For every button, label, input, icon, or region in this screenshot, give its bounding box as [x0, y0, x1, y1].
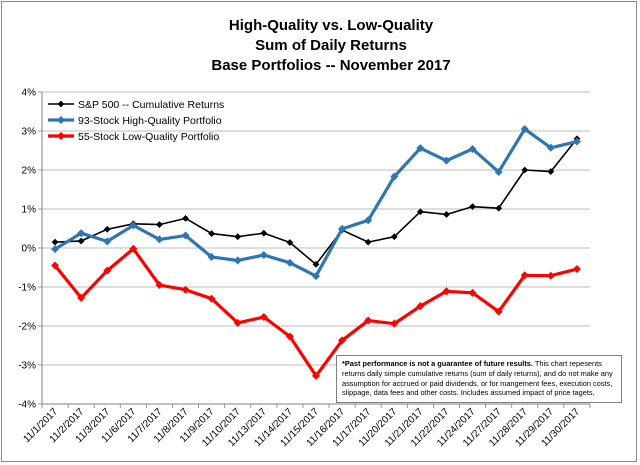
y-tick-label: -2%	[18, 322, 36, 333]
data-point	[390, 233, 398, 241]
legend-marker	[57, 100, 65, 108]
data-point	[51, 261, 60, 270]
y-tick-label: 4%	[22, 88, 37, 99]
data-point	[129, 221, 138, 230]
title-line-3: Base Portfolios -- November 2017	[211, 57, 450, 74]
y-tick-labels: 4% 3% 2% 1% 0% -1% -2% -3% -4%	[18, 88, 36, 411]
data-point	[285, 258, 294, 267]
legend-label: 93-Stock High-Quality Portfolio	[78, 115, 222, 127]
data-point	[155, 235, 164, 244]
data-point	[364, 238, 372, 246]
series-2	[51, 244, 581, 380]
data-point	[233, 318, 242, 327]
data-point	[442, 287, 451, 296]
data-point	[182, 214, 189, 222]
data-point	[390, 319, 399, 328]
title-line-1: High-Quality vs. Low-Quality	[229, 17, 434, 34]
y-tick-label: -4%	[18, 400, 36, 411]
legend-item: S&P 500 -- Cumulative Returns	[48, 99, 224, 111]
data-point	[572, 265, 581, 274]
data-point	[103, 237, 112, 246]
data-point	[390, 172, 399, 181]
data-point	[416, 144, 425, 153]
disclaimer-note: *Past performance is not a guarantee of …	[336, 355, 622, 403]
data-point	[364, 316, 373, 325]
data-point	[312, 260, 320, 268]
data-point	[259, 313, 268, 322]
data-point	[156, 221, 163, 228]
data-point	[338, 336, 347, 345]
disclaimer-text: This chart repesents returns daily simpl…	[342, 359, 613, 398]
data-point	[468, 144, 477, 153]
legend-label: 55-Stock Low-Quality Portfolio	[78, 131, 219, 143]
axes	[38, 91, 591, 408]
data-point	[468, 288, 477, 297]
data-point	[312, 371, 320, 380]
series-line	[54, 127, 578, 278]
title-line-2: Sum of Daily Returns	[255, 37, 407, 54]
data-point	[469, 203, 476, 211]
data-point	[520, 271, 529, 280]
data-point	[285, 332, 294, 341]
legend-marker	[57, 116, 65, 124]
data-point	[51, 238, 59, 246]
data-point	[546, 271, 555, 280]
y-tick-label: 1%	[22, 205, 37, 216]
data-point	[338, 224, 347, 233]
chart-title: High-Quality vs. Low-Quality Sum of Dail…	[211, 17, 450, 74]
legend-item: 93-Stock High-Quality Portfolio	[48, 115, 222, 127]
data-point	[77, 237, 85, 245]
series-lines	[51, 125, 581, 380]
y-tick-label: 2%	[22, 166, 37, 177]
data-point	[77, 293, 86, 302]
series-1	[51, 125, 581, 281]
y-tick-label: 3%	[22, 127, 37, 138]
data-point	[547, 168, 555, 175]
data-point	[416, 208, 424, 216]
data-point	[442, 156, 451, 165]
data-point	[364, 216, 373, 225]
data-point	[208, 230, 216, 237]
data-point	[260, 229, 268, 237]
data-point	[416, 302, 425, 311]
y-tick-label: -1%	[18, 283, 36, 294]
data-point	[181, 285, 190, 294]
data-point	[443, 211, 450, 218]
data-point	[103, 266, 112, 275]
y-tick-label: 0%	[22, 244, 37, 255]
legend: S&P 500 -- Cumulative Returns 93-Stock Hi…	[48, 99, 224, 143]
data-point	[181, 231, 190, 240]
data-point	[155, 281, 164, 290]
data-point	[494, 307, 503, 316]
data-point	[207, 294, 216, 303]
data-point	[51, 245, 60, 254]
legend-marker	[57, 132, 65, 140]
data-point	[259, 251, 268, 260]
data-point	[286, 239, 294, 246]
x-tick-labels: 11/1/201711/2/201711/3/201711/6/201711/7…	[21, 406, 582, 449]
data-point	[103, 225, 111, 233]
data-point	[207, 252, 216, 261]
data-point	[233, 256, 242, 265]
data-point	[520, 125, 529, 134]
data-point	[234, 233, 242, 241]
data-point	[494, 167, 503, 176]
disclaimer-bold: *Past performance is not a guarantee of …	[342, 359, 533, 368]
legend-item: 55-Stock Low-Quality Portfolio	[48, 131, 219, 143]
data-point	[77, 229, 86, 238]
legend-label: S&P 500 -- Cumulative Returns	[78, 99, 224, 111]
data-point	[572, 137, 581, 146]
data-point	[495, 204, 503, 212]
data-point	[546, 143, 555, 152]
data-point	[129, 244, 138, 253]
series-0	[51, 135, 581, 268]
y-tick-label: -3%	[18, 361, 36, 372]
data-point	[521, 166, 529, 174]
data-point	[312, 272, 320, 281]
